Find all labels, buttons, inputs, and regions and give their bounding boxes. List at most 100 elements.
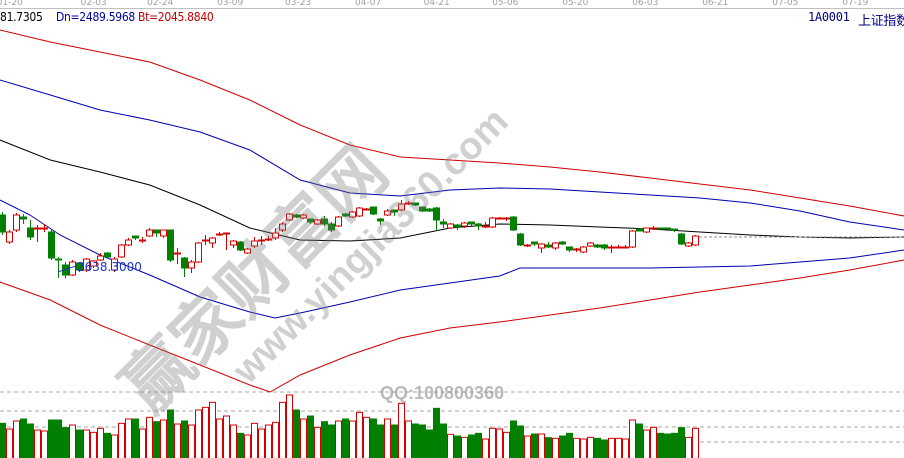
volume-bar: [335, 420, 342, 458]
volume-bar: [692, 427, 699, 458]
candle-down: [664, 227, 671, 230]
volume-bar: [531, 433, 538, 458]
x-tick-label: 06-21: [702, 0, 728, 8]
volume-bar: [13, 420, 20, 458]
candle-up: [34, 227, 41, 230]
volume-bar: [188, 424, 195, 458]
candle-down: [566, 246, 573, 251]
candle-down: [307, 218, 314, 223]
candle-up: [538, 243, 545, 249]
x-tick-label: 06-03: [632, 0, 658, 8]
volume-bar: [55, 419, 62, 458]
volume-bar: [517, 425, 524, 458]
volume-bar: [181, 420, 188, 458]
volume-bar: [524, 435, 531, 458]
volume-bar: [104, 432, 111, 458]
volume-bar: [538, 433, 545, 458]
volume-bar: [559, 435, 566, 458]
volume-bar: [307, 415, 314, 458]
volume-bar: [636, 423, 643, 458]
candle-up: [202, 239, 209, 242]
volume-bar: [475, 432, 482, 458]
volume-bar: [272, 421, 279, 458]
candle-up: [41, 227, 48, 230]
volume-bar: [678, 427, 685, 458]
candle-down: [167, 229, 174, 261]
x-tick-label: 01-20: [0, 0, 23, 8]
candle-down: [671, 228, 678, 231]
candle-down: [657, 227, 664, 230]
volume-bar: [356, 411, 363, 458]
candle-up: [216, 233, 223, 236]
volume-bar: [118, 422, 125, 458]
candle-down: [433, 207, 440, 221]
volume-bar: [209, 401, 216, 458]
candle-down: [377, 218, 384, 222]
candle-up: [174, 252, 181, 255]
candle-up: [496, 217, 503, 220]
candle-up: [272, 232, 279, 239]
volume-bar: [622, 438, 629, 458]
volume-bar: [258, 428, 265, 458]
volume-bar: [328, 424, 335, 458]
volume-bar: [167, 409, 174, 458]
candle-up: [622, 246, 629, 249]
volume-bar: [69, 424, 76, 458]
candle-down: [153, 229, 160, 234]
candle-up: [685, 242, 692, 247]
volume-bar: [293, 409, 300, 458]
candle-down: [531, 241, 538, 245]
volume-bar: [664, 433, 671, 458]
volume-bar: [552, 437, 559, 458]
x-tick-label: 05-20: [562, 0, 588, 8]
volume-bar: [545, 437, 552, 458]
volume-bar: [468, 434, 475, 458]
candle-up: [139, 239, 146, 242]
volume-bar: [20, 418, 27, 458]
candle-up: [384, 210, 391, 216]
band-lower-red: [0, 259, 904, 393]
candle-up: [587, 242, 594, 247]
volume-bar: [398, 402, 405, 458]
volume-bar: [580, 438, 587, 458]
up-value: 81.7305: [0, 10, 43, 24]
volume-bar: [573, 437, 580, 458]
candle-down: [328, 223, 335, 231]
volume-bar: [202, 406, 209, 458]
volume-bar: [265, 424, 272, 458]
volume-bar: [279, 401, 286, 458]
candle-down: [475, 223, 482, 227]
volume-bar: [433, 407, 440, 458]
volume-bar: [391, 424, 398, 458]
candle-down: [342, 213, 349, 217]
candle-down: [559, 241, 566, 245]
candle-up: [265, 238, 272, 241]
candle-up: [258, 239, 265, 242]
volume-bar: [76, 429, 83, 458]
candle-up: [482, 225, 489, 228]
candle-down: [517, 233, 524, 246]
candle-down: [293, 214, 300, 218]
candle-down: [468, 221, 475, 225]
candle-up: [83, 258, 90, 271]
candle-up: [356, 207, 363, 217]
x-tick-label: 02-03: [81, 0, 107, 8]
candle-up: [615, 246, 622, 249]
volume-bar: [510, 420, 517, 458]
volume-bar: [342, 418, 349, 458]
volume-bar: [419, 424, 426, 458]
candle-up: [209, 237, 216, 244]
volume-bar: [643, 429, 650, 458]
candle-up: [300, 214, 307, 219]
candle-up: [279, 223, 286, 231]
x-tick-label: 03-23: [285, 0, 311, 8]
candle-down: [321, 218, 328, 225]
volume-bar: [83, 429, 90, 458]
candle-up: [335, 216, 342, 227]
volume-bar: [125, 418, 132, 458]
x-tick-label: 07-05: [772, 0, 798, 8]
x-tick-label: 02-24: [147, 0, 173, 8]
volume-bar: [454, 435, 461, 458]
volume-bar: [216, 418, 223, 458]
